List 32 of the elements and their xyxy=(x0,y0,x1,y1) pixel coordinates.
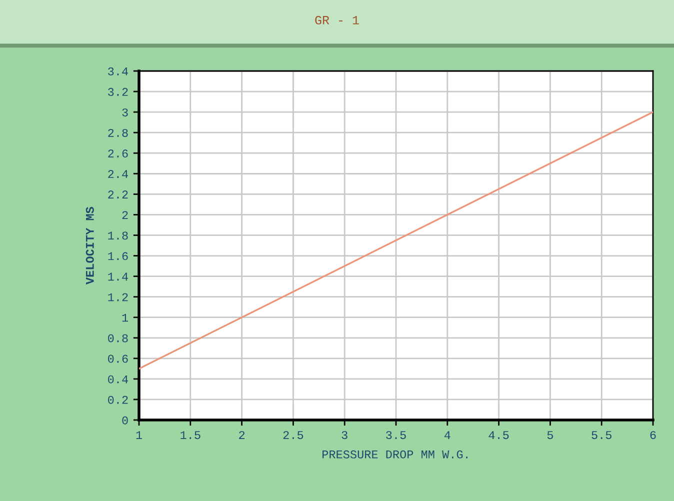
y-tick-label: 0.2 xyxy=(108,396,128,404)
x-tick-label: 4.5 xyxy=(488,431,509,440)
y-tick-label: 2 xyxy=(122,211,128,219)
y-tick-label: 1 xyxy=(122,314,128,322)
y-tick-label: 1.2 xyxy=(108,293,128,302)
x-tick-label: 6 xyxy=(650,431,656,440)
x-tick-label: 5 xyxy=(547,431,553,440)
x-tick-label: 1 xyxy=(136,431,142,439)
y-tick-label: 0.6 xyxy=(108,354,128,363)
x-tick-label: 3 xyxy=(342,431,348,440)
y-tick-label: 0 xyxy=(122,416,128,424)
y-tick-label: 2.4 xyxy=(108,170,128,178)
y-tick-label: 2.2 xyxy=(108,190,128,198)
y-tick-label: 1.8 xyxy=(108,232,128,240)
chart-title: GR - 1 xyxy=(315,16,359,24)
x-tick-label: 5.5 xyxy=(592,431,612,440)
y-tick-label: 3.4 xyxy=(108,67,128,76)
x-axis-title: PRESSURE DROP MM W.G. xyxy=(322,450,468,458)
x-tick-label: 2.5 xyxy=(283,431,304,440)
y-tick-label: 0.8 xyxy=(108,334,128,342)
y-tick-label: 3 xyxy=(122,108,128,116)
x-tick-label: 4 xyxy=(444,431,450,439)
y-tick-label: 2.8 xyxy=(108,128,128,137)
y-tick-label: 1.6 xyxy=(108,252,128,260)
y-tick-label: 1.4 xyxy=(108,272,128,281)
y-axis-title: VELOCITY MS xyxy=(86,206,94,284)
x-tick-label: 1.5 xyxy=(180,431,200,440)
x-tick-label: 2 xyxy=(239,431,245,439)
y-tick-label: 3.2 xyxy=(108,88,128,96)
y-tick-label: 0.4 xyxy=(108,375,128,384)
x-tick-label: 3.5 xyxy=(386,431,406,440)
y-tick-label: 2.6 xyxy=(108,150,128,158)
